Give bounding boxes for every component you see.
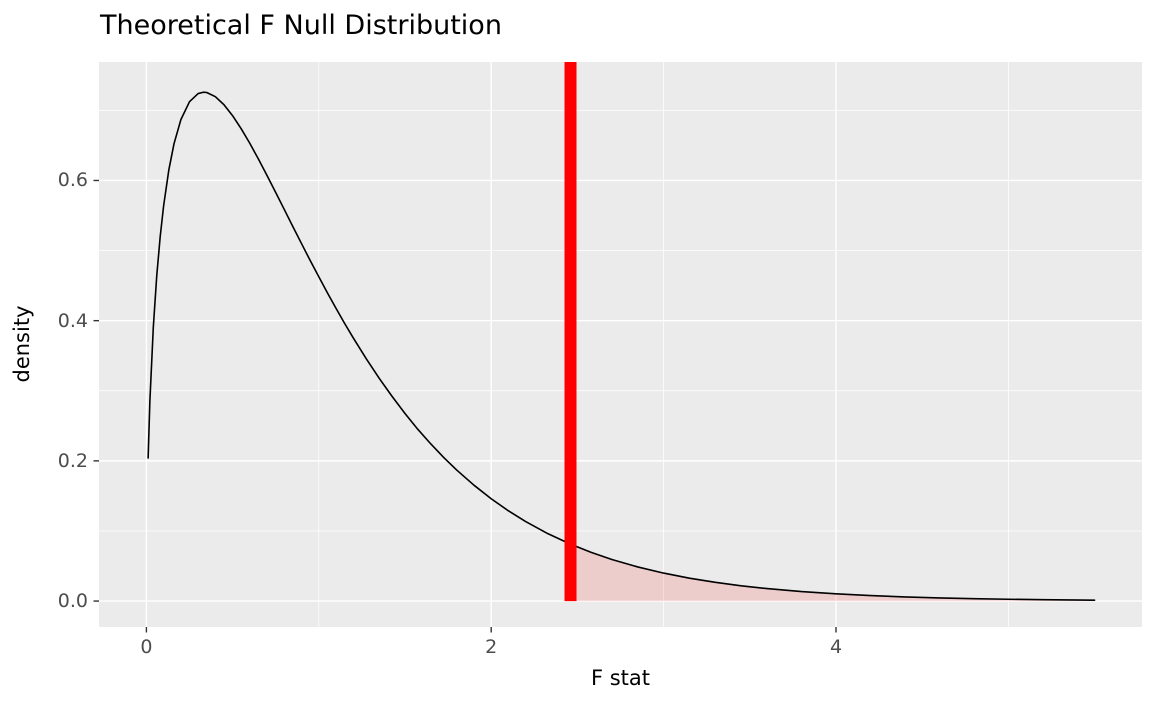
plot-title: Theoretical F Null Distribution xyxy=(100,10,502,41)
panel-background xyxy=(99,62,1142,627)
x-tick-label: 2 xyxy=(485,636,498,658)
y-tick-label: 0.4 xyxy=(57,309,88,332)
density-curve xyxy=(147,91,1096,601)
x-tick-label: 4 xyxy=(829,636,843,658)
y-tick-label: 0.6 xyxy=(57,169,88,192)
y-tick-label: 0.0 xyxy=(57,590,88,613)
y-tick-label: 0.2 xyxy=(57,449,88,472)
x-tick-label: 0 xyxy=(140,636,153,658)
p-value-shade-region xyxy=(570,544,1095,602)
x-axis-label: F stat xyxy=(590,666,651,690)
